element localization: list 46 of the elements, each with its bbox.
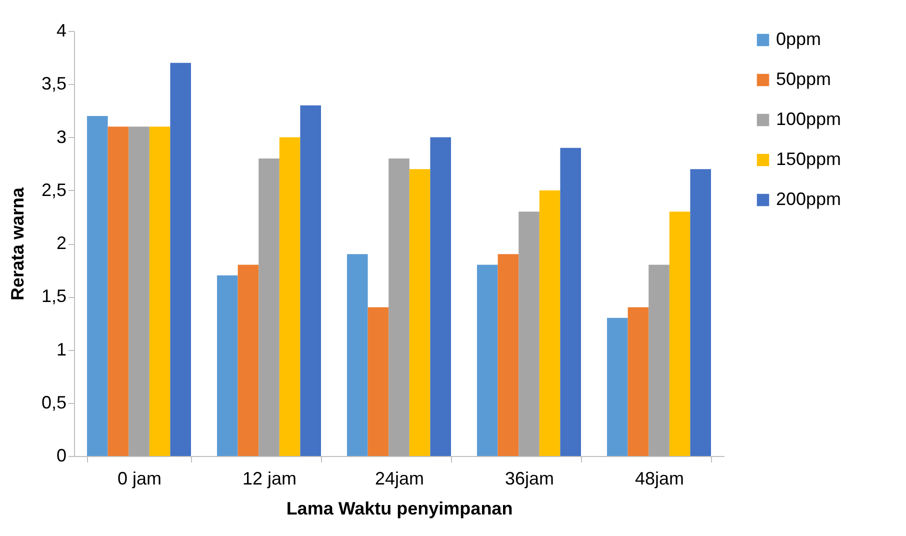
x-tick-label: 24jam [374, 468, 424, 488]
bar [669, 212, 690, 456]
x-tick-label: 36jam [504, 468, 554, 488]
bar [628, 307, 649, 456]
legend-label: 100ppm [776, 109, 842, 129]
bar [368, 307, 389, 456]
legend-label: 200ppm [776, 189, 842, 209]
y-tick-label: 2 [56, 233, 66, 253]
x-tick-label: 48jam [634, 468, 684, 488]
x-tick-label: 12 jam [242, 468, 297, 488]
bar [128, 126, 150, 456]
bar [409, 169, 430, 456]
bar [170, 62, 191, 456]
bar [258, 158, 280, 456]
bar [518, 212, 540, 456]
y-tick-label: 0,5 [41, 392, 66, 412]
bar [347, 254, 368, 456]
bar [87, 116, 108, 456]
bar [300, 105, 321, 456]
bar [539, 190, 560, 456]
bar [648, 264, 670, 456]
bar [498, 254, 519, 456]
y-tick-label: 1 [56, 339, 66, 360]
legend-label: 50ppm [776, 69, 832, 89]
bar [388, 158, 410, 456]
y-tick-label: 4 [56, 20, 66, 40]
y-tick-label: 0 [56, 446, 66, 466]
bar [477, 264, 498, 456]
bar [560, 148, 581, 456]
bar [108, 126, 129, 456]
bar [149, 126, 170, 456]
x-tick-label: 0 jam [117, 468, 162, 488]
x-axis-title: Lama Waktu penyimpanan [286, 498, 513, 518]
y-tick-label: 3 [56, 126, 66, 147]
y-axis-title: Rerata warna [7, 186, 28, 301]
bar [430, 137, 451, 456]
bar [690, 169, 711, 456]
legend-label: 150ppm [776, 149, 842, 169]
y-tick-label: 3,5 [41, 74, 66, 94]
y-tick-label: 1,5 [41, 286, 66, 306]
bar [279, 137, 300, 456]
bar [238, 264, 259, 456]
y-tick-label: 2,5 [41, 180, 66, 200]
legend-label: 0ppm [776, 29, 822, 49]
bar [607, 318, 628, 456]
bar [217, 275, 238, 456]
